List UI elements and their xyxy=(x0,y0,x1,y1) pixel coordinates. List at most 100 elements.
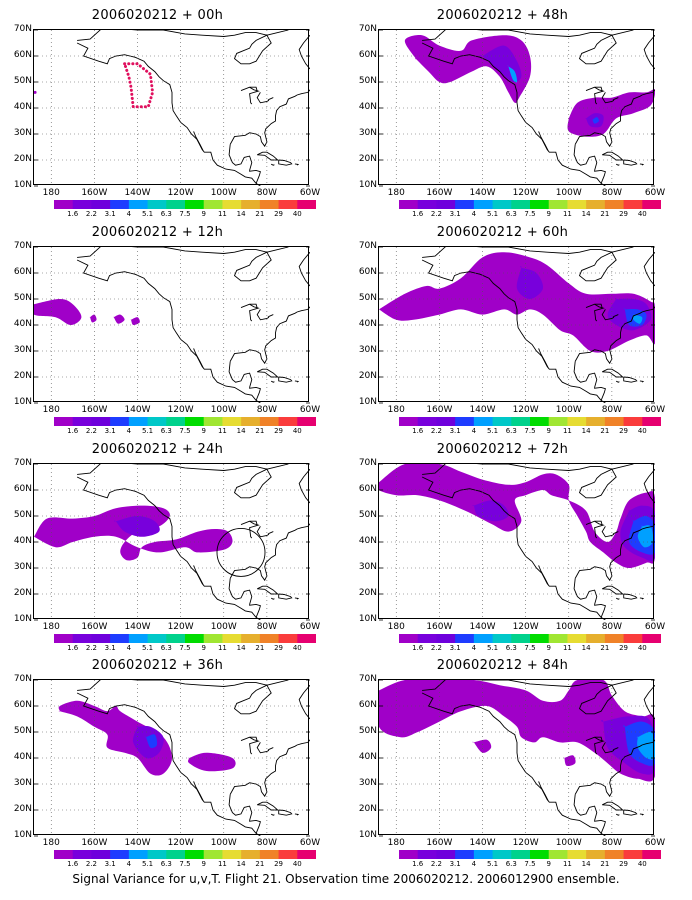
longitude-label: 80W xyxy=(256,622,278,632)
variance-contour xyxy=(34,90,37,94)
colorbar-swatch xyxy=(473,634,494,643)
longitude-label: 80W xyxy=(256,838,278,848)
panel-title: 2006020212 + 48h xyxy=(436,8,569,23)
latitude-label: 30N xyxy=(13,345,32,355)
latitude-label: 30N xyxy=(358,778,377,788)
coastline xyxy=(594,736,605,755)
coastline xyxy=(623,809,638,816)
latitude-label: 10N xyxy=(358,180,377,190)
coastline xyxy=(421,692,606,836)
panel-title: 2006020212 + 36h xyxy=(91,658,224,673)
latitude-label: 10N xyxy=(358,830,377,840)
longitude-label: 100W xyxy=(210,838,237,848)
coastline xyxy=(612,747,619,751)
variance-contour xyxy=(567,89,655,137)
colorbar-swatch xyxy=(278,200,298,209)
colorbar-label: 29 xyxy=(274,860,284,868)
variance-contour xyxy=(58,700,172,776)
colorbar-swatch xyxy=(278,417,298,426)
longitude-label: 120W xyxy=(167,188,194,198)
colorbar-swatch xyxy=(623,850,643,859)
coastline xyxy=(601,526,615,538)
colorbar-swatch xyxy=(399,850,419,859)
colorbar-swatch xyxy=(399,200,419,209)
colorbar-swatch xyxy=(604,850,625,859)
colorbar-swatch xyxy=(185,850,205,859)
colorbar-swatch xyxy=(548,850,568,859)
variance-contour xyxy=(516,266,544,299)
coastline xyxy=(240,86,258,92)
coastline xyxy=(643,468,655,504)
coastline xyxy=(421,259,606,403)
colorbar-swatch xyxy=(417,200,437,209)
longitude-label: 100W xyxy=(555,622,582,632)
coastline xyxy=(266,247,289,253)
variance-contour xyxy=(636,731,655,760)
colorbar-swatch xyxy=(492,850,512,859)
coastline xyxy=(594,86,605,105)
coastline xyxy=(233,34,272,65)
coastline xyxy=(228,794,253,821)
colorbar-swatch xyxy=(241,200,261,209)
coastline xyxy=(298,251,310,287)
colorbar-label: 40 xyxy=(637,210,647,218)
colorbar-swatch xyxy=(492,634,512,643)
longitude-label: 100W xyxy=(555,838,582,848)
colorbar-label: 2.2 xyxy=(85,210,97,218)
coastline xyxy=(601,309,615,321)
longitude-label: 180 xyxy=(387,188,405,198)
coastline xyxy=(578,34,617,65)
variance-contour xyxy=(113,516,160,537)
colorbar-swatch xyxy=(586,850,606,859)
map-plot xyxy=(33,246,310,404)
variance-contour xyxy=(34,299,82,325)
latitude-label: 60N xyxy=(13,50,32,60)
forecast-panel: 2006020212 + 48h 70N 60N 50N 40N 30N 20N 10N 180… xyxy=(350,8,665,218)
coastline xyxy=(422,30,613,41)
variance-contour xyxy=(379,252,655,353)
coastline xyxy=(594,169,606,184)
colorbar-swatch xyxy=(417,850,437,859)
longitude-label: 140W xyxy=(124,622,151,632)
coastline xyxy=(298,34,310,70)
coastline xyxy=(574,523,655,582)
colorbar-swatch xyxy=(72,200,92,209)
colorbar-swatch xyxy=(222,634,242,643)
colorbar-label: 29 xyxy=(619,210,629,218)
longitude-label: 80W xyxy=(601,405,623,415)
colorbar-label: 5.1 xyxy=(486,427,499,435)
colorbar-label: 9 xyxy=(546,210,551,218)
longitude-label: 160W xyxy=(426,838,453,848)
longitude-label: 140W xyxy=(124,838,151,848)
variance-contour xyxy=(632,314,643,324)
latitude-label: 70N xyxy=(358,241,377,251)
map-plot xyxy=(378,463,655,621)
forecast-panel: 2006020212 + 00h 70N 60N 50N 40N 30N 20N 10N 180… xyxy=(5,8,320,218)
colorbar-label: 29 xyxy=(274,427,284,435)
latitude-label: 60N xyxy=(13,700,32,710)
coastline xyxy=(266,30,289,36)
colorbar-swatch xyxy=(567,417,587,426)
latitude-label: 40N xyxy=(13,536,32,546)
panel-title: 2006020212 + 84h xyxy=(436,658,569,673)
colorbar-swatch xyxy=(297,634,316,643)
colorbar-label: 9 xyxy=(546,427,551,435)
colorbar xyxy=(399,417,661,426)
colorbar-swatch xyxy=(297,417,316,426)
colorbar-swatch xyxy=(530,634,550,643)
coastline xyxy=(229,739,310,798)
coastline xyxy=(271,163,275,166)
longitude-label: 60W xyxy=(299,405,321,415)
forecast-panel: 2006020212 + 24h 70N 60N 50N 40N 30N 20N 10N 180… xyxy=(5,442,320,652)
longitude-label: 120W xyxy=(512,405,539,415)
colorbar-swatch xyxy=(642,634,661,643)
coastline xyxy=(573,794,598,821)
colorbar-label: 4 xyxy=(471,427,477,435)
colorbar-label: 7.5 xyxy=(524,210,536,218)
longitude-label: 100W xyxy=(210,188,237,198)
coastline xyxy=(233,251,272,282)
colorbar-label: 5.1 xyxy=(141,644,154,652)
variance-contour xyxy=(130,317,140,326)
map-border xyxy=(33,463,309,619)
coastline xyxy=(601,92,615,104)
